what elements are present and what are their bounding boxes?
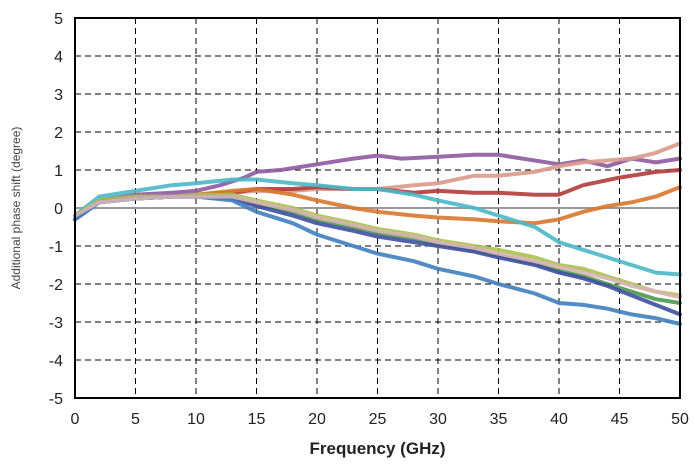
series-layer	[73, 141, 682, 326]
x-tick-label: 0	[71, 411, 80, 428]
x-tick-label: 10	[187, 411, 205, 428]
y-tick-label: -4	[49, 353, 63, 370]
x-tick-label: 30	[429, 411, 447, 428]
x-tick-label: 15	[248, 411, 266, 428]
x-axis-label: Frequency (GHz)	[309, 439, 445, 458]
y-tick-label: 0	[54, 201, 63, 218]
y-tick-labels: 5 4 3 2 1 0 -1 -2 -3 -4 -5	[49, 11, 63, 408]
y-tick-label: 1	[54, 163, 63, 180]
y-tick-label: 2	[54, 125, 63, 142]
x-tick-label: 35	[490, 411, 508, 428]
x-tick-label: 20	[308, 411, 326, 428]
x-tick-labels: 0 5 10 15 20 25 30 35 40 45 50	[71, 411, 689, 428]
y-tick-label: 3	[54, 87, 63, 104]
y-tick-label: -5	[49, 391, 63, 408]
series-line-10	[73, 194, 682, 300]
x-tick-label: 5	[131, 411, 140, 428]
series-line-5	[73, 177, 682, 277]
x-tick-label: 50	[671, 411, 689, 428]
x-tick-label: 45	[611, 411, 629, 428]
y-tick-label: 5	[54, 11, 63, 28]
y-tick-label: -3	[49, 315, 63, 332]
y-axis-label: Additional phase shift (degree)	[9, 127, 23, 290]
plot-frame	[74, 17, 681, 399]
x-tick-label: 25	[369, 411, 387, 428]
x-tick-label: 40	[550, 411, 568, 428]
y-tick-label: -1	[49, 239, 63, 256]
y-tick-label: -2	[49, 277, 63, 294]
y-tick-label: 4	[54, 49, 63, 66]
